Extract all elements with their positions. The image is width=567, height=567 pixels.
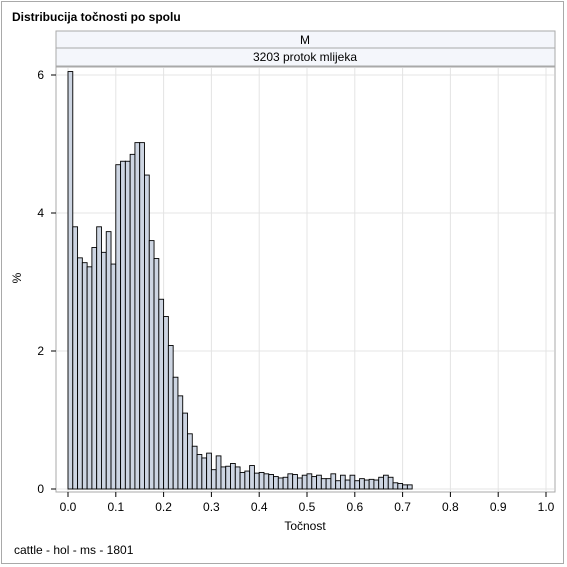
histogram-bar [249,465,255,490]
axes-layer: 0.0 0.1 0.2 0.3 0.4 0.5 0.6 0.7 0.8 0.9 1.0 0 2 4 6 [37,68,554,514]
histogram-bar [163,316,169,490]
histogram-bar [105,231,112,490]
histogram-bar [234,466,241,490]
histogram-bar [187,433,193,490]
chart-title: Distribucija točnosti po spolu [12,10,181,24]
histogram-bar [134,142,141,490]
histogram-bar [253,472,260,490]
panel-subheader-box [55,47,556,67]
x-tick-label: 0.3 [203,500,220,514]
histogram-bar [158,298,165,490]
histogram-bar [296,477,303,490]
histogram-bar [287,473,294,490]
plot-area-border [55,66,556,493]
x-tick-label: 1.0 [538,500,555,514]
histogram-bar [81,262,88,490]
histogram-bar [368,478,375,490]
histogram-bar [115,164,122,490]
histogram-bar [230,463,236,490]
panel-header-label: M [300,33,310,47]
histogram-bar [263,473,270,490]
histogram-bar [258,471,265,490]
bars-layer [67,71,413,490]
x-tick-label: 0.2 [155,500,172,514]
histogram-bar [397,483,404,490]
y-tick-label: 0 [37,482,44,496]
histogram-bar [144,174,150,490]
histogram-bar [177,395,184,490]
histogram-bar [335,480,341,490]
histogram-bar [244,470,251,490]
histogram-bar [320,478,327,490]
histogram-bar [148,240,155,490]
histogram-bar [354,480,361,490]
histogram-bar [406,484,413,490]
histogram-bar [402,484,408,490]
histogram-bar [91,247,98,490]
y-tick-label: 6 [37,68,44,82]
histogram-bar [77,257,83,490]
histogram-bar [277,477,284,490]
x-tick-label: 0.6 [346,500,363,514]
histogram-bar [325,478,332,490]
histogram-bar [196,454,203,490]
histogram-bar [282,476,289,490]
y-tick-label: 2 [37,344,44,358]
x-axis-label: Točnost [284,519,326,533]
x-tick-label: 0.0 [60,500,77,514]
histogram-bar [311,476,318,490]
histogram-bar [172,376,179,490]
histogram-bar [191,445,198,490]
panel-subheader-label: 3203 protok mlijeka [253,50,357,64]
histogram-bar [349,474,356,490]
histogram-bar [182,412,188,490]
histogram-bar [72,226,79,490]
histogram-bar [153,258,160,490]
histogram-bar [359,478,365,490]
x-tick-label: 0.1 [107,500,124,514]
x-tick-label: 0.5 [299,500,316,514]
histogram-bar [110,263,117,490]
histogram-bar [316,474,322,490]
histogram-bar [363,479,370,490]
x-tick-label: 0.4 [251,500,268,514]
histogram-bar [101,251,107,490]
histogram-bar [373,479,380,490]
histogram-bar [273,476,279,490]
histogram-bar [378,476,384,490]
x-tick-label: 0.8 [442,500,459,514]
x-tick-label: 0.7 [394,500,411,514]
histogram-bar [292,474,298,490]
histogram-bar [139,142,145,490]
x-tick-label: 0.9 [490,500,507,514]
histogram-bar [387,476,394,490]
histogram-bar [383,474,389,490]
y-axis-label: % [10,272,24,283]
chart-footnote: cattle - hol - ms - 1801 [14,543,134,557]
histogram-bar [86,266,93,490]
histogram-bar [129,153,136,490]
histogram-bar [306,473,313,490]
histogram-bar [67,71,74,490]
histogram-bar [220,466,227,490]
histogram-bar [215,455,222,490]
histogram-bar [340,474,346,490]
histogram-bar [124,160,131,490]
histogram-bar [344,479,351,490]
histogram-bar [201,457,208,490]
histogram-bar [301,474,308,490]
y-tick-label: 4 [37,206,44,220]
histogram-bar [167,345,174,490]
histogram-bar [210,469,217,490]
histogram-bar [392,482,399,490]
histogram-bar [120,160,126,490]
histogram-bar [96,226,102,490]
histogram-bar [330,473,337,490]
histogram-bar [268,474,274,490]
histogram-bar [239,471,246,490]
histogram-bar [225,465,231,490]
histogram-bar [206,452,212,490]
